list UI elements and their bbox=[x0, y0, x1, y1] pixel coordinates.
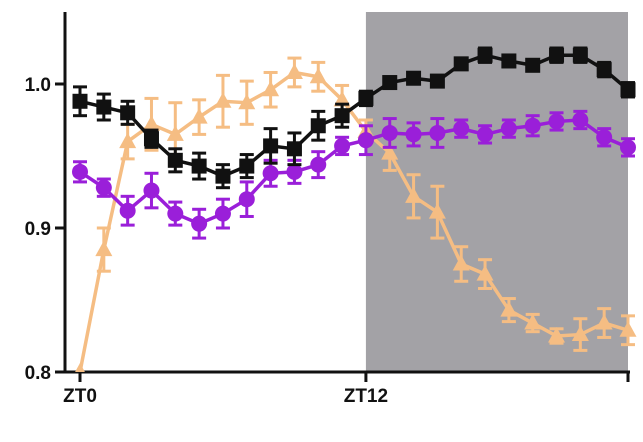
data-point-circle bbox=[453, 120, 470, 137]
data-point-circle bbox=[357, 132, 374, 149]
data-point-triangle bbox=[166, 125, 184, 141]
data-point-circle bbox=[238, 191, 255, 208]
data-point-triangle bbox=[285, 63, 303, 79]
data-point-circle bbox=[405, 126, 422, 143]
data-point-circle bbox=[429, 124, 446, 141]
data-point-square bbox=[72, 93, 88, 109]
series-triangle bbox=[75, 56, 637, 372]
data-point-square bbox=[96, 99, 112, 115]
data-point-circle bbox=[381, 124, 398, 141]
data-point-circle bbox=[143, 182, 160, 199]
data-point-triangle bbox=[452, 255, 470, 271]
series-square bbox=[72, 46, 636, 190]
data-point-triangle bbox=[214, 92, 232, 108]
data-point-square bbox=[310, 118, 326, 134]
data-point-square bbox=[549, 47, 565, 63]
data-point-square bbox=[620, 82, 636, 98]
data-point-circle bbox=[214, 205, 231, 222]
data-point-square bbox=[120, 105, 136, 121]
x-tick-label: ZT0 bbox=[63, 386, 97, 407]
data-point-circle bbox=[596, 129, 613, 146]
data-point-circle bbox=[620, 139, 636, 156]
data-point-triangle bbox=[75, 363, 85, 372]
data-point-circle bbox=[72, 163, 88, 180]
x-tick-label: ZT12 bbox=[344, 386, 388, 407]
data-point-circle bbox=[310, 156, 327, 173]
data-point-square bbox=[263, 138, 279, 154]
data-point-triangle bbox=[571, 325, 589, 342]
data-point-square bbox=[286, 141, 302, 157]
data-point-square bbox=[596, 62, 612, 78]
y-tick-label: 0.8 bbox=[25, 363, 51, 384]
data-point-square bbox=[143, 131, 159, 147]
data-point-square bbox=[334, 108, 350, 124]
data-point-circle bbox=[524, 117, 541, 134]
data-point-square bbox=[525, 57, 541, 73]
data-point-triangle bbox=[119, 132, 137, 149]
data-point-triangle bbox=[262, 80, 280, 97]
data-point-square bbox=[406, 70, 422, 86]
data-point-triangle bbox=[524, 314, 542, 330]
series-circle bbox=[72, 109, 636, 240]
data-point-circle bbox=[572, 112, 589, 128]
data-point-triangle bbox=[405, 187, 423, 203]
data-point-square bbox=[191, 158, 207, 174]
data-point-triangle bbox=[428, 203, 446, 219]
data-point-triangle bbox=[95, 240, 113, 257]
y-tick-label: 0.9 bbox=[25, 219, 51, 240]
data-point-triangle bbox=[619, 321, 637, 337]
data-point-circle bbox=[119, 202, 136, 219]
data-point-triangle bbox=[595, 314, 613, 330]
data-point-circle bbox=[548, 113, 565, 130]
data-point-triangle bbox=[333, 90, 351, 107]
data-point-circle bbox=[262, 165, 279, 182]
data-point-square bbox=[429, 73, 445, 89]
data-point-triangle bbox=[142, 115, 160, 131]
data-point-triangle bbox=[190, 108, 208, 124]
data-point-circle bbox=[191, 215, 208, 232]
data-point-triangle bbox=[238, 93, 256, 110]
data-point-triangle bbox=[548, 327, 566, 343]
data-point-square bbox=[477, 47, 493, 63]
data-point-circle bbox=[334, 137, 351, 154]
data-point-square bbox=[358, 90, 374, 106]
data-point-circle bbox=[286, 163, 303, 180]
data-point-square bbox=[501, 53, 517, 69]
data-point-square bbox=[382, 75, 398, 91]
data-point-square bbox=[239, 158, 255, 174]
data-point-triangle bbox=[476, 265, 494, 281]
data-point-triangle bbox=[381, 144, 399, 160]
data-point-square bbox=[453, 56, 469, 72]
dark-phase-band bbox=[365, 12, 628, 372]
data-point-circle bbox=[500, 120, 517, 137]
data-point-circle bbox=[167, 205, 184, 222]
y-tick-label: 1.0 bbox=[25, 75, 51, 96]
data-point-triangle bbox=[309, 67, 327, 84]
data-point-circle bbox=[95, 179, 112, 196]
data-point-square bbox=[215, 168, 231, 184]
data-point-square bbox=[572, 47, 588, 63]
data-point-triangle bbox=[500, 301, 518, 317]
data-point-square bbox=[167, 152, 183, 168]
data-point-circle bbox=[477, 126, 494, 143]
